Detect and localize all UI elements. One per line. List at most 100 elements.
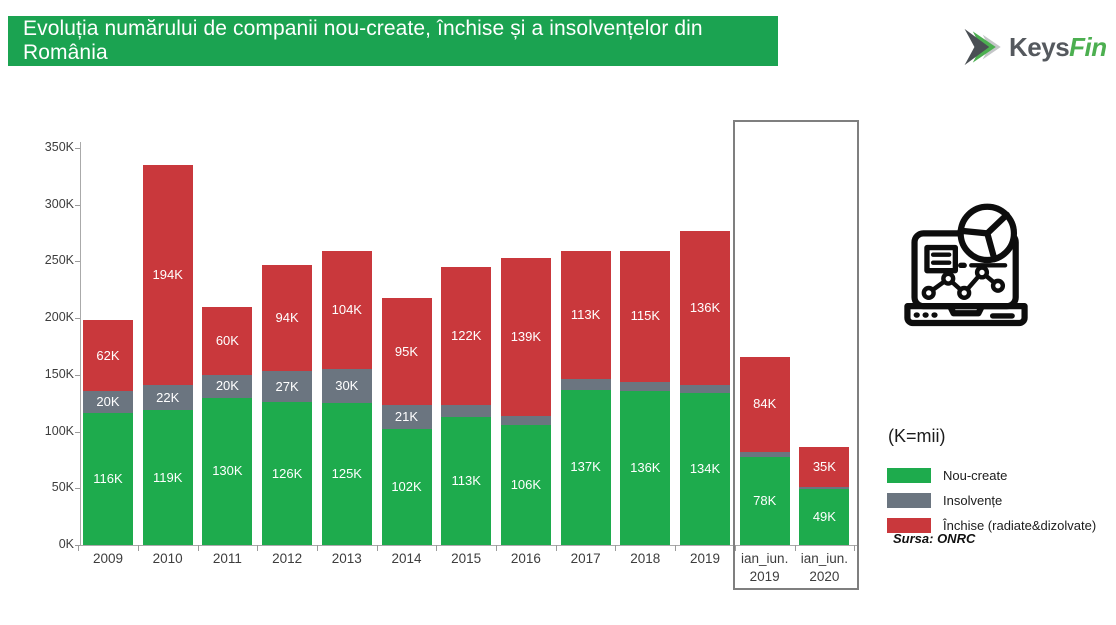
chart-legend: Nou-create Insolvențe Închise (radiate&d… <box>887 463 1096 538</box>
bar-value-label: 30K <box>335 378 359 394</box>
bar-segment <box>500 415 551 425</box>
bar-value-label: 22K <box>156 389 180 405</box>
bar-value-label: 20K <box>215 378 239 394</box>
x-axis-tick <box>675 545 677 551</box>
bar-segment <box>142 385 193 411</box>
x-axis-label: 2009 <box>92 551 124 566</box>
units-note: (K=mii) <box>888 426 946 446</box>
x-axis-label: ian_iun. 2019 <box>741 551 789 584</box>
bar-segment <box>680 385 730 393</box>
bar-value-label: 106K <box>510 476 542 492</box>
y-axis-line <box>80 142 81 546</box>
bar-value-label: 35K <box>812 459 836 475</box>
x-axis-label: 2013 <box>331 551 362 566</box>
bar-value-label: 95K <box>394 343 419 359</box>
bar-segment <box>441 267 492 406</box>
bar-segment <box>381 405 432 430</box>
logo-text-fin: Fin <box>1069 31 1107 62</box>
legend-label: Insolvențe <box>943 493 1003 508</box>
x-axis-tick <box>197 545 199 551</box>
y-axis-label: 50K <box>51 480 74 495</box>
bar-segment <box>680 393 730 545</box>
y-axis-label: 0K <box>58 537 74 551</box>
x-axis-label: 2012 <box>272 551 303 566</box>
laptop-analytics-icon <box>904 203 1028 327</box>
bar-segment <box>739 456 790 545</box>
keysfin-logo: KeysFin <box>958 26 1107 68</box>
x-axis-tick <box>854 545 856 551</box>
bar-value-label: 20K <box>96 394 120 410</box>
y-axis-tick <box>75 431 80 433</box>
x-axis-label: ian_iun. 2020 <box>800 551 849 584</box>
legend-swatch <box>887 493 931 508</box>
bar-segment <box>262 402 313 545</box>
x-axis-tick <box>734 545 736 551</box>
x-axis-tick <box>496 545 497 551</box>
title-banner: Evoluția numărului de companii nou-creat… <box>8 16 778 66</box>
bar-segment <box>620 381 671 391</box>
x-axis-tick <box>615 545 617 551</box>
bar-value-label: 136K <box>630 459 661 475</box>
x-axis-label: 2010 <box>152 551 183 566</box>
bar-value-label: 130K <box>212 463 243 479</box>
x-axis-tick <box>316 545 318 551</box>
bar-value-label: 125K <box>331 466 362 482</box>
page-title: Evoluția numărului de companii nou-creat… <box>23 17 703 64</box>
bar-segment <box>441 405 492 417</box>
legend-swatch <box>887 468 931 483</box>
bar-segment <box>799 489 850 545</box>
bar-value-label: 136K <box>689 299 721 315</box>
bar-value-label: 21K <box>394 409 419 425</box>
double-chevron-right-icon <box>964 28 1001 66</box>
bar-value-label: 122K <box>451 328 482 344</box>
legend-item: Închise (radiate&dizolvate) <box>887 513 1096 538</box>
bar-value-label: 194K <box>152 267 183 283</box>
bar-segment <box>202 374 253 398</box>
bar-value-label: 137K <box>570 459 601 475</box>
bar-value-label: 84K <box>753 396 777 412</box>
bar-segment <box>83 413 133 545</box>
bar-segment <box>799 487 850 490</box>
bar-segment <box>321 403 372 545</box>
bar-value-label: 113K <box>570 307 601 323</box>
bar-value-label: 60K <box>215 332 239 348</box>
x-axis-tick <box>436 545 438 551</box>
bar-value-label: 115K <box>630 308 660 324</box>
bar-segment <box>560 389 611 545</box>
bar-segment <box>83 320 133 391</box>
bar-value-label: 113K <box>451 472 481 488</box>
x-axis-tick <box>794 545 796 551</box>
bar-segment <box>680 230 730 386</box>
bar-segment <box>381 429 432 545</box>
x-axis-line <box>80 545 858 546</box>
legend-swatch <box>887 518 931 533</box>
y-axis-label: 350K <box>44 140 74 154</box>
x-axis-label: 2019 <box>689 551 721 566</box>
bar-segment <box>381 297 432 406</box>
bar-value-label: 94K <box>275 310 299 326</box>
y-axis-label: 150K <box>44 366 74 381</box>
bar-value-label: 126K <box>271 465 303 481</box>
y-axis-label: 200K <box>44 310 74 325</box>
legend-label: Nou-create <box>943 468 1008 483</box>
y-axis-tick <box>75 374 80 376</box>
legend-label: Închise (radiate&dizolvate) <box>943 518 1097 533</box>
bar-segment <box>500 424 551 545</box>
bar-segment <box>321 251 372 370</box>
bar-value-label: 116K <box>93 471 123 487</box>
y-axis-tick <box>75 148 80 149</box>
legend-item: Nou-create <box>887 463 1096 488</box>
bar-segment <box>500 258 551 416</box>
x-axis-tick <box>555 545 557 551</box>
x-axis-label: 2011 <box>212 551 242 566</box>
x-axis-tick <box>257 545 259 551</box>
bar-value-label: 49K <box>812 509 836 525</box>
bar-segment <box>83 390 133 414</box>
bar-segment <box>620 390 671 545</box>
bar-segment <box>620 251 671 382</box>
bar-segment <box>321 369 372 404</box>
x-axis-label: 2018 <box>630 551 661 566</box>
bar-segment <box>739 356 790 452</box>
bar-segment <box>799 447 850 488</box>
